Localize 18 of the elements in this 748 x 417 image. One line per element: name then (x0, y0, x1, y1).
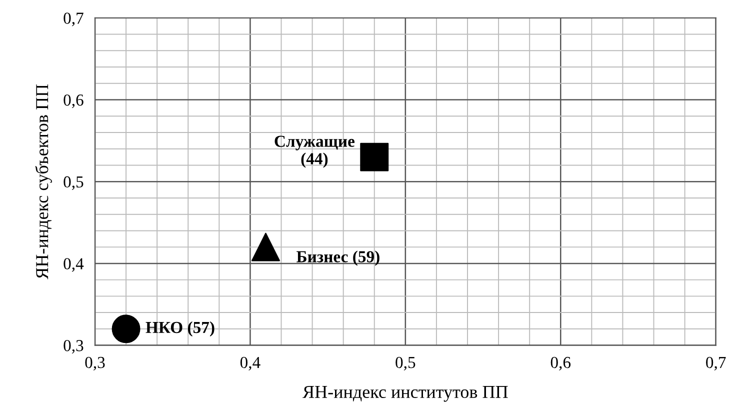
y-tick-label: 0,7 (64, 12, 84, 26)
y-tick-label: 0,6 (64, 94, 84, 108)
series-label: Служащие (44) (274, 136, 354, 168)
x-tick-label: 0,5 (396, 356, 416, 371)
y-tick-label: 0,3 (64, 340, 84, 354)
x-tick-label: 0,6 (550, 356, 571, 371)
point (251, 232, 280, 262)
x-tick-label: 0,3 (85, 356, 105, 371)
y-axis-title: ЯН-индекс субъектов ПП (35, 84, 52, 280)
point (112, 314, 140, 344)
point (360, 142, 389, 172)
y-tick-label: 0,4 (64, 258, 84, 272)
x-tick-label: 0,7 (706, 356, 726, 371)
x-tick-label: 0,4 (240, 356, 260, 371)
series-label: Бизнес (59) (296, 250, 380, 266)
series-label: НКО (57) (146, 321, 214, 336)
y-tick-label: 0,5 (64, 176, 84, 190)
x-axis-title: ЯН-индекс институтов ПП (302, 386, 508, 402)
